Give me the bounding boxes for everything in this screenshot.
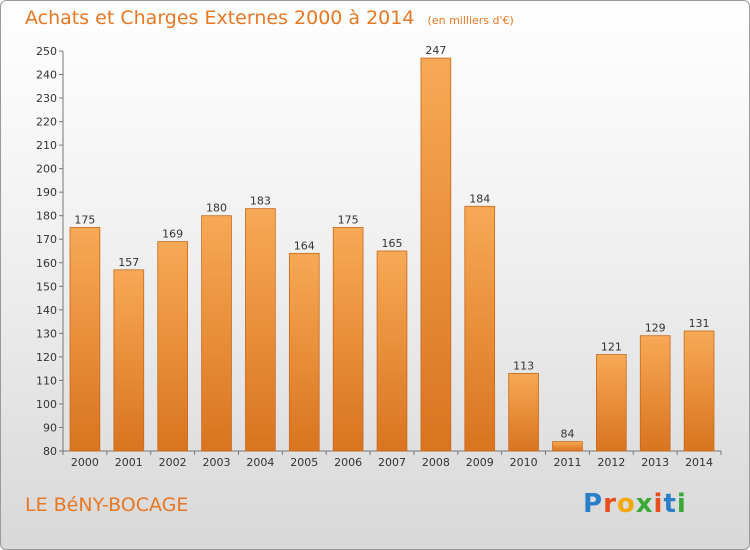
bar <box>288 252 320 452</box>
y-tick-label: 190 <box>36 186 57 199</box>
bar <box>245 208 276 452</box>
data-label: 131 <box>689 317 710 330</box>
x-tick-label: 2013 <box>641 456 669 469</box>
bar <box>332 227 364 452</box>
data-label: 84 <box>560 428 574 441</box>
data-label: 165 <box>382 237 403 250</box>
x-tick-label: 2010 <box>510 456 538 469</box>
y-tick-label: 240 <box>36 69 57 82</box>
x-tick-label: 2005 <box>290 456 318 469</box>
x-tick-label: 2003 <box>203 456 231 469</box>
data-labels: 175 157 169 180 183 164 175 165 247 184 113 84 121 12… <box>74 44 709 441</box>
data-label: 169 <box>162 228 183 241</box>
y-tick-label: 130 <box>36 327 57 340</box>
x-tick-label: 2001 <box>115 456 143 469</box>
y-tick-label: 170 <box>36 233 57 246</box>
data-label: 121 <box>601 341 622 354</box>
x-tick-label: 2012 <box>597 456 625 469</box>
bar <box>69 227 101 452</box>
y-tick-label: 100 <box>36 398 57 411</box>
y-tick-label: 220 <box>36 116 57 129</box>
y-tick-label: 110 <box>36 374 57 387</box>
proxiti-logo[interactable]: Proxiti <box>583 489 687 519</box>
x-tick-label: 2007 <box>378 456 406 469</box>
x-tick-label: 2009 <box>466 456 494 469</box>
x-tick-label: 2000 <box>71 456 99 469</box>
logo-letter: i <box>653 489 664 519</box>
y-tick-label: 180 <box>36 210 57 223</box>
logo-letter: i <box>676 489 687 519</box>
data-label: 247 <box>425 44 446 57</box>
y-tick-label: 230 <box>36 92 57 105</box>
bar <box>683 330 715 452</box>
chart-subtitle: (en milliers d'€) <box>427 14 514 27</box>
y-tick-label: 80 <box>43 445 57 458</box>
bar <box>376 250 408 452</box>
data-label: 175 <box>338 213 359 226</box>
logo-letter: t <box>663 489 677 519</box>
y-tick-label: 140 <box>36 304 57 317</box>
y-tick-label: 90 <box>43 421 57 434</box>
bar <box>113 269 145 452</box>
logo-letter: r <box>603 489 617 519</box>
chart-title: Achats et Charges Externes 2000 à 2014 <box>25 7 415 29</box>
bar <box>552 441 583 452</box>
data-label: 184 <box>469 192 490 205</box>
bar <box>420 57 452 452</box>
y-axis: 80 90 100 110 120 130 140 150 160 170 180 190 200 210… <box>36 45 64 458</box>
bar <box>639 335 671 452</box>
x-tick-label: 2004 <box>246 456 274 469</box>
data-label: 157 <box>118 256 139 269</box>
data-label: 113 <box>513 359 534 372</box>
y-tick-label: 210 <box>36 139 57 152</box>
data-label: 183 <box>250 195 271 208</box>
logo-letter: P <box>583 489 604 519</box>
title-block: Achats et Charges Externes 2000 à 2014 (… <box>25 7 514 29</box>
logo-letter: o <box>616 489 636 519</box>
bars <box>69 57 715 452</box>
bar <box>201 215 232 452</box>
bar <box>508 372 539 452</box>
x-tick-label: 2008 <box>422 456 450 469</box>
bar <box>157 241 188 452</box>
y-tick-label: 120 <box>36 351 57 364</box>
data-label: 180 <box>206 202 227 215</box>
bar <box>464 205 496 452</box>
x-tick-label: 2002 <box>159 456 187 469</box>
y-tick-label: 150 <box>36 280 57 293</box>
x-axis: 2000 2001 2002 2003 2004 2005 2006 2007 2008 2009… <box>62 450 722 469</box>
place-name: LE BéNY-BOCAGE <box>25 494 189 516</box>
data-label: 164 <box>294 239 315 252</box>
x-tick-label: 2006 <box>334 456 362 469</box>
y-tick-label: 250 <box>36 45 57 58</box>
data-label: 175 <box>74 213 95 226</box>
bar <box>596 354 627 452</box>
data-label: 129 <box>645 322 666 335</box>
x-tick-label: 2011 <box>553 456 581 469</box>
y-tick-label: 200 <box>36 163 57 176</box>
x-tick-label: 2014 <box>685 456 713 469</box>
y-tick-label: 160 <box>36 257 57 270</box>
logo-letter: x <box>635 489 654 519</box>
